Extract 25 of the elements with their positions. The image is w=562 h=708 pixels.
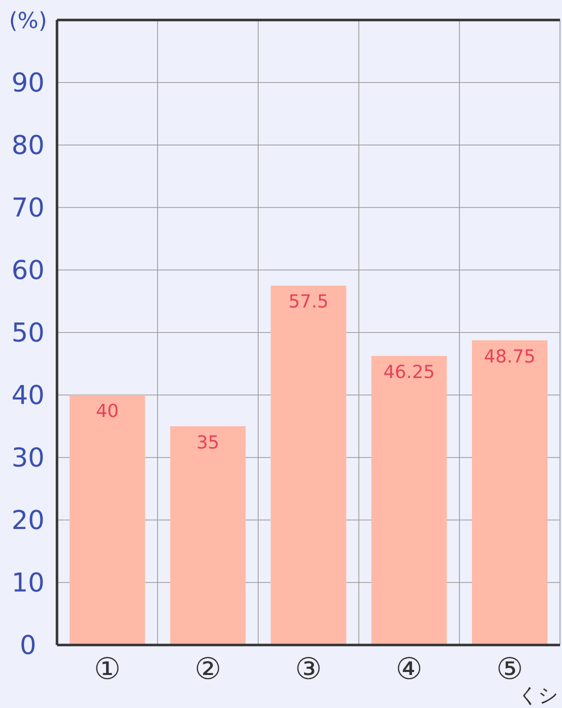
data-label: 40 — [96, 401, 119, 422]
x-tick-label: ④ — [396, 652, 423, 687]
bar — [472, 340, 548, 645]
y-tick-label: 40 — [11, 381, 45, 411]
data-label: 35 — [196, 432, 220, 454]
x-tick-label: ① — [94, 652, 121, 687]
data-label: 57.5 — [288, 292, 329, 313]
bar — [170, 426, 246, 645]
y-tick-label: 20 — [11, 506, 45, 536]
y-tick-label: 90 — [11, 68, 45, 98]
x-tick-label: ② — [194, 652, 222, 687]
y-tick-label: 80 — [11, 131, 45, 161]
y-tick-label: 30 — [11, 444, 45, 474]
y-axis-title: (%) — [8, 9, 48, 34]
data-label: 48.75 — [484, 346, 536, 368]
y-tick-label: 60 — [11, 256, 45, 286]
y-tick-label: 0 — [20, 631, 36, 661]
bar — [270, 286, 346, 645]
x-tick-label: ③ — [295, 652, 322, 687]
y-tick-label: 70 — [11, 194, 45, 224]
y-tick-label: 50 — [11, 318, 45, 348]
data-label: 46.25 — [383, 362, 435, 383]
bar — [70, 395, 146, 645]
y-tick-label: 10 — [11, 568, 45, 598]
bar — [371, 356, 447, 645]
